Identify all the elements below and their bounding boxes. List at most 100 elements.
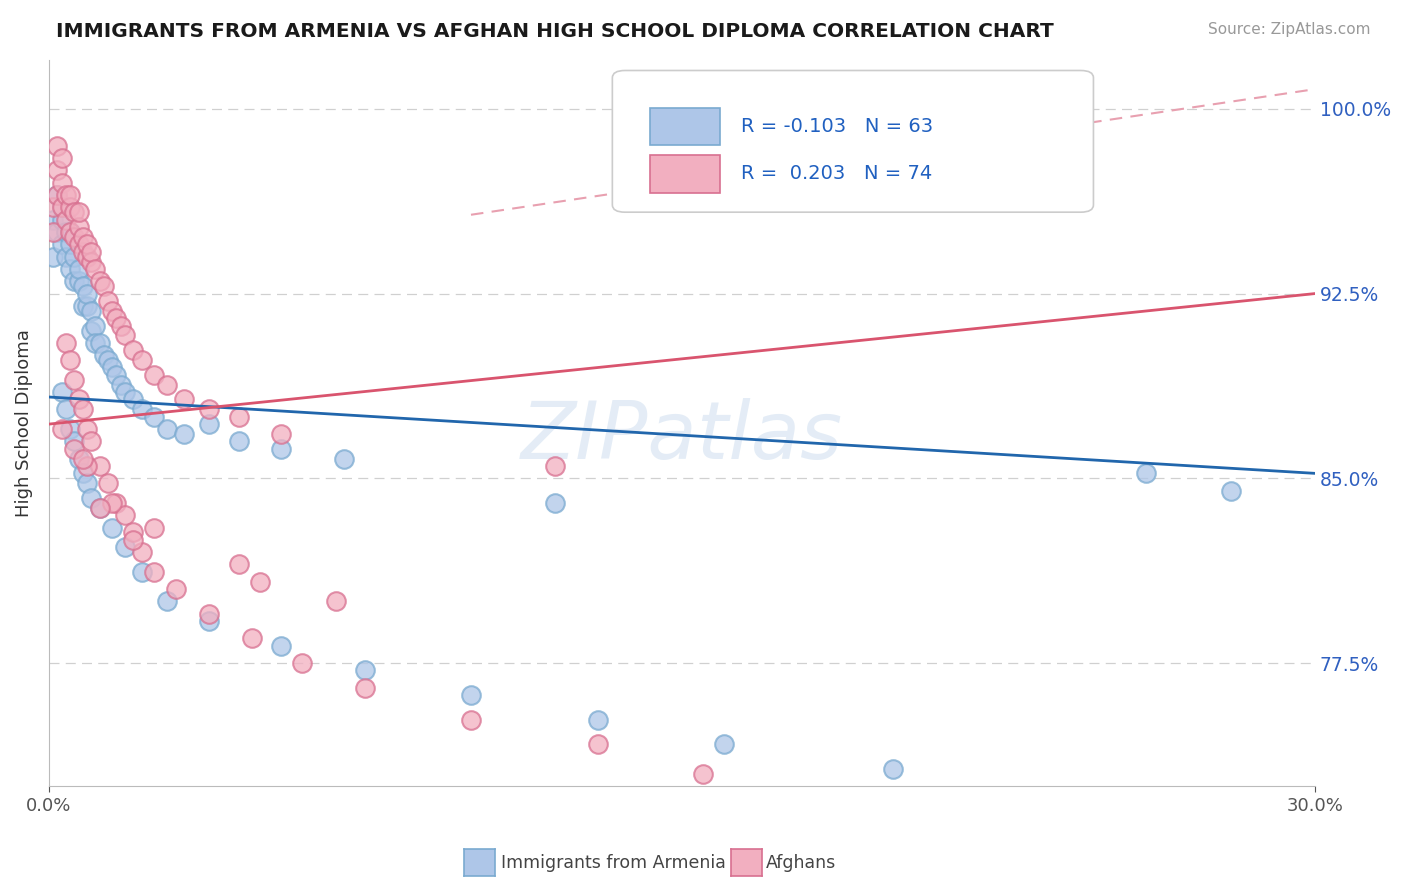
Point bbox=[67, 451, 90, 466]
Point bbox=[51, 422, 73, 436]
Text: IMMIGRANTS FROM ARMENIA VS AFGHAN HIGH SCHOOL DIPLOMA CORRELATION CHART: IMMIGRANTS FROM ARMENIA VS AFGHAN HIGH S… bbox=[56, 22, 1054, 41]
Point bbox=[586, 713, 609, 727]
Point bbox=[67, 392, 90, 407]
Point bbox=[228, 558, 250, 572]
Point bbox=[72, 244, 94, 259]
Point bbox=[59, 262, 82, 277]
Point bbox=[63, 230, 86, 244]
Point bbox=[80, 434, 103, 449]
Point bbox=[131, 545, 153, 559]
Point bbox=[55, 335, 77, 350]
FancyBboxPatch shape bbox=[651, 108, 720, 145]
Point bbox=[143, 409, 166, 424]
Point bbox=[156, 594, 179, 608]
Point bbox=[114, 328, 136, 343]
Point bbox=[143, 520, 166, 534]
Point bbox=[173, 392, 195, 407]
Point bbox=[240, 632, 263, 646]
Point bbox=[882, 762, 904, 776]
Point bbox=[76, 286, 98, 301]
Point bbox=[89, 500, 111, 515]
Point bbox=[55, 402, 77, 417]
Point bbox=[80, 491, 103, 505]
Point bbox=[59, 422, 82, 436]
Point bbox=[354, 664, 377, 678]
Point bbox=[67, 220, 90, 235]
Point bbox=[713, 737, 735, 751]
Point bbox=[228, 409, 250, 424]
Point bbox=[46, 163, 69, 178]
Point bbox=[67, 205, 90, 219]
Point bbox=[110, 377, 132, 392]
Point bbox=[67, 262, 90, 277]
Point bbox=[84, 318, 107, 333]
Point bbox=[51, 200, 73, 214]
Point bbox=[63, 442, 86, 456]
Y-axis label: High School Diploma: High School Diploma bbox=[15, 329, 32, 516]
Point bbox=[67, 237, 90, 252]
Point bbox=[80, 324, 103, 338]
Point bbox=[198, 417, 221, 431]
Point bbox=[270, 639, 292, 653]
Point bbox=[114, 541, 136, 555]
Point bbox=[291, 656, 314, 670]
Text: Source: ZipAtlas.com: Source: ZipAtlas.com bbox=[1208, 22, 1371, 37]
Point bbox=[131, 565, 153, 579]
Point bbox=[131, 402, 153, 417]
Point bbox=[692, 767, 714, 781]
Point bbox=[114, 385, 136, 400]
Point bbox=[156, 422, 179, 436]
Point bbox=[198, 607, 221, 621]
Point bbox=[122, 525, 145, 540]
Point bbox=[270, 426, 292, 441]
Point bbox=[156, 377, 179, 392]
Point bbox=[59, 237, 82, 252]
Point bbox=[42, 212, 65, 227]
Point bbox=[76, 422, 98, 436]
Point bbox=[42, 200, 65, 214]
Point bbox=[97, 293, 120, 308]
Point bbox=[46, 188, 69, 202]
Text: Afghans: Afghans bbox=[766, 854, 837, 871]
Point bbox=[80, 303, 103, 318]
Point bbox=[59, 188, 82, 202]
Point bbox=[143, 565, 166, 579]
Point bbox=[63, 205, 86, 219]
Point bbox=[55, 188, 77, 202]
Point bbox=[198, 402, 221, 417]
Point bbox=[228, 434, 250, 449]
Point bbox=[101, 496, 124, 510]
Point bbox=[544, 458, 567, 473]
Point bbox=[84, 335, 107, 350]
Point bbox=[89, 335, 111, 350]
Point bbox=[46, 188, 69, 202]
Point bbox=[59, 200, 82, 214]
Point bbox=[59, 225, 82, 239]
Point bbox=[270, 442, 292, 456]
Point bbox=[101, 520, 124, 534]
Point bbox=[76, 250, 98, 264]
Point bbox=[51, 176, 73, 190]
Text: R =  0.203   N = 74: R = 0.203 N = 74 bbox=[741, 164, 932, 183]
Point bbox=[114, 508, 136, 523]
Point bbox=[165, 582, 187, 596]
Point bbox=[354, 681, 377, 695]
FancyBboxPatch shape bbox=[651, 155, 720, 193]
Point bbox=[72, 279, 94, 293]
Point bbox=[80, 244, 103, 259]
Point bbox=[51, 385, 73, 400]
Point bbox=[72, 299, 94, 313]
Point bbox=[97, 353, 120, 368]
Point bbox=[131, 353, 153, 368]
Point bbox=[42, 225, 65, 239]
Point bbox=[76, 476, 98, 491]
Point bbox=[72, 230, 94, 244]
Point bbox=[42, 250, 65, 264]
Point bbox=[51, 200, 73, 214]
Point bbox=[76, 299, 98, 313]
Point bbox=[110, 318, 132, 333]
Point bbox=[1135, 467, 1157, 481]
Point bbox=[72, 467, 94, 481]
Point bbox=[89, 500, 111, 515]
Text: ZIPatlas: ZIPatlas bbox=[522, 399, 844, 476]
